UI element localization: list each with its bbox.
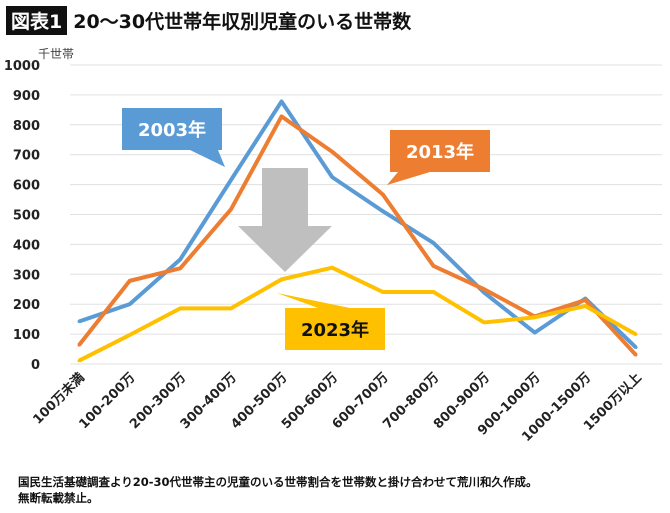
chart-title: 図表1 20〜30代世帯年収別児童のいる世帯数 (6, 6, 411, 35)
y-tick-label: 700 (13, 149, 40, 164)
data-point (229, 178, 233, 182)
data-point (634, 353, 638, 357)
data-point (482, 287, 486, 291)
data-point (229, 207, 233, 211)
data-point (330, 175, 334, 179)
y-tick-label: 100 (13, 328, 40, 343)
data-point (128, 279, 132, 283)
data-point (431, 290, 435, 294)
data-point (634, 346, 638, 350)
series-label: 2013年 (406, 141, 474, 163)
series-line-2023年 (78, 265, 637, 363)
data-point (128, 333, 132, 337)
data-point (533, 331, 537, 335)
data-point (583, 298, 587, 302)
callout-tail (387, 172, 430, 185)
data-point (77, 359, 81, 363)
data-point (583, 304, 587, 308)
data-point (280, 114, 284, 118)
data-point (431, 264, 435, 268)
data-point (280, 277, 284, 281)
y-tick-label: 600 (13, 179, 40, 194)
down-arrow-annotation (238, 168, 332, 272)
series-line-2003年 (78, 99, 638, 349)
data-point (229, 306, 233, 310)
y-tick-label: 500 (13, 209, 40, 224)
data-point (77, 320, 81, 324)
data-point (330, 266, 334, 270)
series-label: 2003年 (138, 119, 206, 141)
data-point (381, 209, 385, 213)
y-tick-label: 300 (13, 268, 40, 283)
callout-box (122, 108, 222, 150)
data-point (482, 320, 486, 324)
y-tick-label: 1000 (4, 59, 40, 74)
y-tick-label: 200 (13, 298, 40, 313)
data-point (533, 315, 537, 319)
data-point (634, 332, 638, 336)
y-tick-label: 800 (13, 119, 40, 134)
title-text: 20〜30代世帯年収別児童のいる世帯数 (73, 11, 412, 33)
y-tick-label: 0 (31, 358, 40, 373)
data-point (128, 302, 132, 306)
data-point (178, 266, 182, 270)
callout-tail (190, 150, 225, 167)
data-point (330, 150, 334, 154)
footnote-line: 国民生活基礎調査より20-30代世帯主の児童のいる世帯割合を世帯数と掛け合わせて… (18, 475, 538, 489)
series-label: 2023年 (301, 319, 369, 341)
figure-badge: 図表1 (6, 6, 68, 35)
data-point (431, 241, 435, 245)
callout-box (390, 130, 490, 172)
data-point (77, 343, 81, 347)
footnote-line: 無断転載禁止。 (18, 491, 99, 505)
data-point (178, 306, 182, 310)
callout-tail (277, 293, 350, 308)
data-point (178, 257, 182, 261)
y-tick-label: 400 (13, 238, 40, 253)
data-point (381, 192, 385, 196)
data-point (280, 99, 284, 103)
y-axis-unit: 千世帯 (38, 47, 74, 61)
data-point (381, 290, 385, 294)
y-tick-label: 900 (13, 89, 40, 104)
footnote: 国民生活基礎調査より20-30代世帯主の児童のいる世帯割合を世帯数と掛け合わせて… (18, 474, 538, 506)
callout-box (285, 308, 385, 350)
